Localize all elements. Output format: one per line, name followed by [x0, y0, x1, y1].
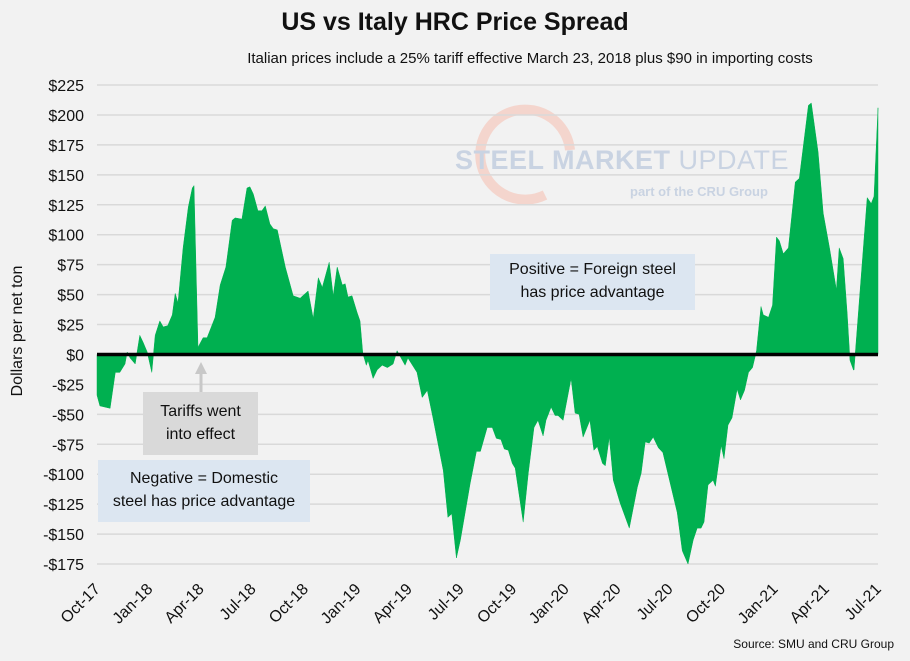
annotation-tariff-line2: into effect: [165, 426, 236, 443]
x-tick-label: Jul-20: [634, 581, 677, 624]
y-tick-label: -$75: [52, 437, 84, 454]
y-tick-label: $225: [48, 78, 84, 95]
x-tick-label: Jul-18: [217, 581, 260, 624]
tariff-arrow: [195, 362, 207, 392]
x-tick-label: Jan-18: [110, 581, 157, 628]
y-tick-label: $125: [48, 198, 84, 215]
source-note: Source: SMU and CRU Group: [733, 637, 894, 651]
area-fill: [96, 102, 879, 565]
y-axis-ticks: -$175 -$150 -$125 -$100 -$75 -$50 -$25 $0 $25 $50…: [43, 78, 84, 574]
y-tick-label: -$50: [52, 407, 84, 424]
annotation-positive-line2: has price advantage: [520, 284, 665, 301]
y-tick-label: -$175: [43, 557, 84, 574]
x-tick-label: Oct-20: [683, 581, 729, 627]
y-tick-label: -$100: [43, 467, 84, 484]
y-tick-label: $50: [57, 288, 84, 305]
y-axis-label: Dollars per net ton: [9, 265, 26, 397]
x-tick-label: Oct-18: [266, 581, 312, 627]
annotation-negative-line1: Negative = Domestic: [129, 470, 279, 487]
x-tick-label: Apr-18: [162, 581, 208, 627]
y-tick-label: -$125: [43, 497, 84, 514]
logo-text: STEEL MARKET UPDATE: [455, 145, 789, 176]
logo-line1: STEEL MARKET: [455, 145, 671, 175]
x-tick-label: Jan-21: [735, 581, 782, 628]
y-tick-label: $100: [48, 228, 84, 245]
x-tick-label: Jan-19: [318, 581, 365, 628]
logo-arc: [475, 104, 575, 205]
x-tick-label: Jan-20: [526, 581, 573, 628]
logo-line1b: UPDATE: [670, 145, 790, 175]
annotation-tariff-line1: Tariffs went: [160, 403, 241, 420]
x-tick-label: Apr-20: [579, 581, 625, 627]
annotation-negative: Negative = Domestic steel has price adva…: [98, 460, 310, 522]
annotation-negative-line2: steel has price advantage: [112, 493, 296, 510]
chart-title: US vs Italy HRC Price Spread: [281, 8, 629, 36]
y-tick-label: -$25: [52, 377, 84, 394]
logo-subtext: part of the CRU Group: [630, 184, 768, 199]
annotation-positive: Positive = Foreign steel has price advan…: [490, 254, 695, 310]
area-series: [96, 102, 879, 565]
x-axis-ticks: Oct-17 Jan-18 Apr-18 Jul-18 Oct-18 Jan-19 Apr-…: [58, 581, 885, 628]
x-tick-label: Oct-17: [58, 581, 104, 627]
y-tick-label: -$150: [43, 527, 84, 544]
x-tick-label: Oct-19: [474, 581, 520, 627]
annotation-positive-line1: Positive = Foreign steel: [509, 261, 676, 278]
y-tick-label: $75: [57, 258, 84, 275]
y-tick-label: $0: [66, 347, 84, 364]
y-tick-label: $175: [48, 138, 84, 155]
y-tick-label: $200: [48, 108, 84, 125]
y-tick-label: $25: [57, 318, 84, 335]
annotation-tariff: Tariffs went into effect: [143, 392, 258, 455]
x-tick-label: Apr-19: [370, 581, 416, 627]
y-tick-label: $150: [48, 168, 84, 185]
x-tick-label: Apr-21: [787, 581, 833, 627]
chart-subtitle: Italian prices include a 25% tariff effe…: [247, 50, 813, 67]
x-tick-label: Jul-21: [842, 581, 885, 624]
x-tick-label: Jul-19: [425, 581, 468, 624]
